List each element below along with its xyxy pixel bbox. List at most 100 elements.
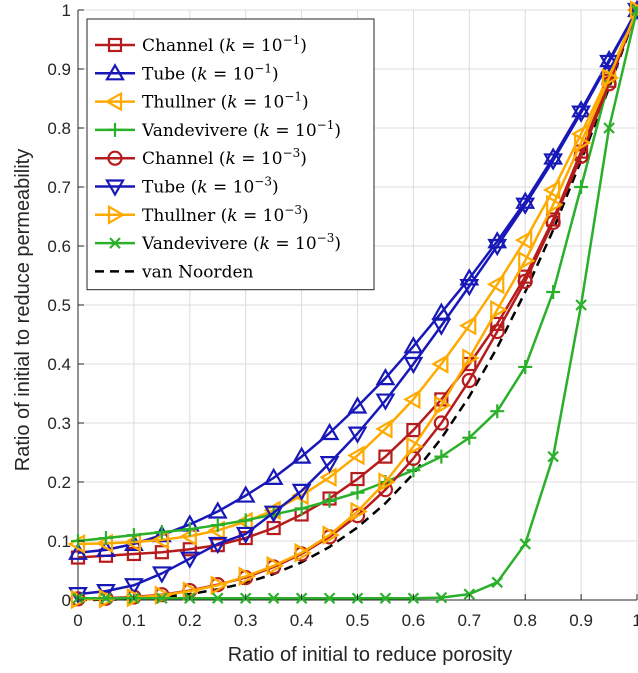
data-point	[462, 348, 480, 368]
x-axis-label: Ratio of initial to reduce porosity	[228, 644, 513, 666]
data-point	[599, 54, 619, 73]
data-point	[547, 450, 559, 463]
data-point	[434, 395, 452, 416]
legend-label: Tube (k = 10−1)	[142, 61, 279, 84]
data-point	[319, 467, 337, 488]
data-point	[434, 449, 449, 464]
data-point	[433, 415, 449, 431]
y-tick-label: 0.1	[47, 532, 71, 551]
data-point	[182, 581, 201, 602]
data-point	[207, 501, 228, 519]
series-line	[77, 9, 638, 559]
legend-box	[86, 18, 375, 291]
data-point	[462, 430, 477, 445]
legend-label: van Noorden	[141, 262, 254, 282]
y-tick-label: 0.5	[47, 296, 71, 315]
legend-item: Thullner (k = 10−1)	[95, 90, 309, 113]
data-point	[238, 513, 253, 528]
data-point	[378, 449, 393, 464]
legend-item: Vandevivere (k = 10−3)	[95, 231, 341, 254]
x-tick-label: 0.9	[569, 611, 593, 630]
data-point	[379, 592, 392, 605]
y-tick-label: 0.9	[47, 60, 71, 79]
data-point	[515, 197, 536, 215]
data-point	[543, 153, 564, 171]
data-point	[347, 396, 368, 414]
y-tick-label: 0.4	[47, 355, 71, 374]
legend-marker	[107, 37, 123, 53]
data-point	[70, 550, 86, 565]
data-point	[406, 422, 421, 438]
series-line	[77, 9, 638, 601]
legend-item: Thullner (k = 10−3)	[95, 203, 309, 226]
data-point	[403, 389, 421, 410]
data-point	[156, 592, 168, 605]
data-point	[210, 518, 225, 533]
series-line	[77, 9, 638, 602]
data-point	[151, 566, 172, 584]
legend-marker	[108, 122, 122, 137]
data-point	[235, 485, 256, 503]
y-tick-label: 0.8	[47, 119, 71, 138]
tick-labels: 0 0.1 0.2 0.3 0.4 0.5 0.6 0.7 0.8 0.9 1 0 0.1 0.2 0.3 0…	[47, 1, 638, 630]
y-tick-label: 0	[62, 591, 71, 610]
data-point	[238, 566, 256, 587]
data-point	[154, 545, 169, 560]
legend-item: Channel (k = 10−3)	[95, 146, 307, 169]
data-point	[491, 576, 504, 589]
data-point	[124, 578, 144, 596]
data-point	[629, 0, 638, 20]
data-point	[571, 105, 591, 123]
x-tick-label: 0.8	[513, 611, 537, 630]
x-tick-label: 0.5	[346, 611, 370, 630]
data-point	[210, 575, 228, 596]
legend-marker	[105, 179, 125, 197]
data-point	[291, 483, 312, 502]
legend-marker	[107, 204, 126, 225]
series-line	[77, 9, 638, 596]
data-point	[571, 100, 591, 118]
legend-marker	[109, 237, 121, 249]
data-point	[100, 592, 112, 605]
data-point	[459, 279, 480, 297]
x-tick-label: 0	[73, 611, 82, 630]
legend-label: Thullner (k = 10−3)	[142, 203, 309, 226]
series-van-noorden	[77, 9, 638, 602]
legend-label: Vandevivere (k = 10−1)	[141, 118, 341, 141]
legend-label: Tube (k = 10−3)	[142, 175, 279, 198]
legend-item: van Noorden	[95, 262, 254, 282]
data-point	[235, 526, 256, 545]
data-point	[70, 589, 89, 610]
x-tick-label: 0.1	[122, 611, 146, 630]
y-tick-label: 0.6	[47, 237, 71, 256]
data-point	[375, 367, 396, 386]
data-point	[546, 194, 564, 215]
data-point	[98, 531, 113, 546]
series-layer	[67, 0, 638, 610]
data-point	[207, 536, 228, 555]
data-point	[627, 2, 638, 21]
data-point	[291, 446, 312, 464]
data-point	[267, 592, 280, 605]
legend-label: Channel (k = 10−3)	[142, 146, 307, 169]
data-point	[573, 132, 592, 153]
data-point	[347, 445, 365, 466]
legend-item: Tube (k = 10−1)	[95, 61, 279, 84]
series-line	[77, 9, 638, 546]
x-tick-label: 0.6	[402, 611, 426, 630]
data-point	[431, 354, 449, 374]
data-point	[406, 436, 424, 457]
data-point	[435, 591, 448, 604]
data-point	[266, 555, 284, 576]
data-point	[431, 318, 452, 336]
legend-item: Vandevivere (k = 10−1)	[95, 118, 341, 141]
data-point	[182, 542, 197, 557]
data-point	[182, 522, 197, 537]
data-point	[378, 472, 396, 492]
data-point	[375, 419, 393, 439]
data-point	[599, 49, 619, 68]
series-5	[68, 2, 638, 605]
data-point	[294, 542, 312, 563]
data-point	[375, 393, 396, 411]
